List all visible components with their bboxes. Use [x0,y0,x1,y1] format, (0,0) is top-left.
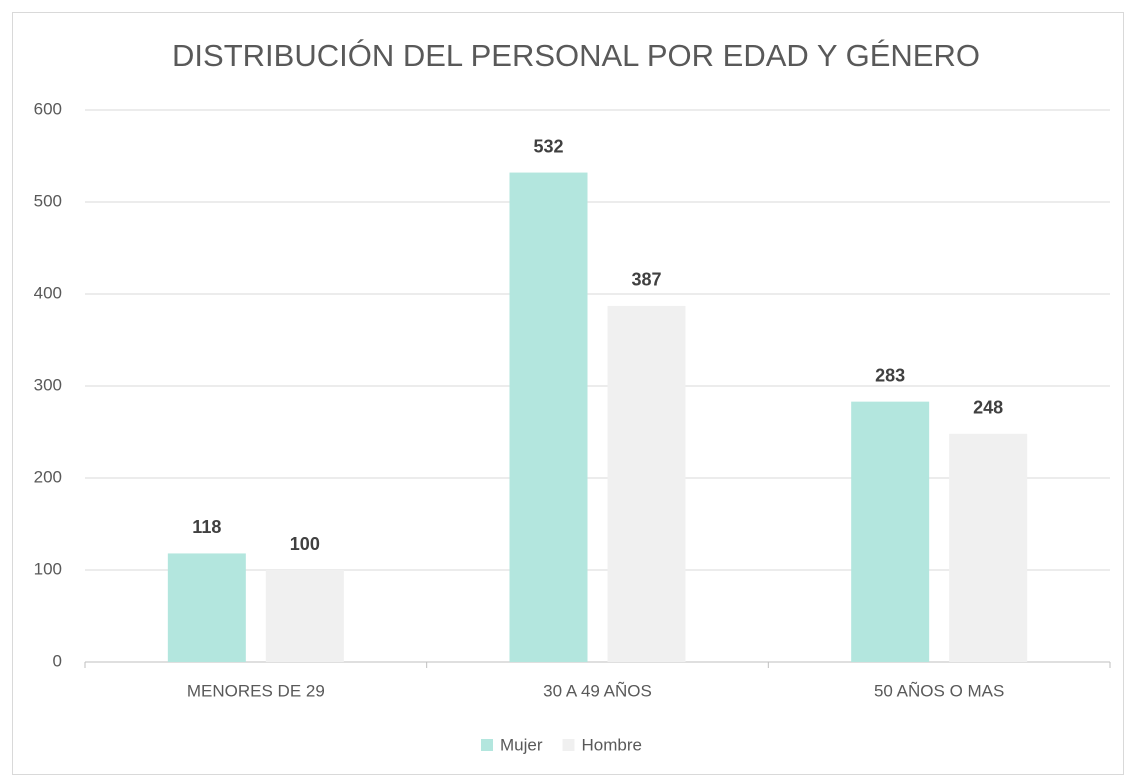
bar [265,570,344,662]
y-tick-label: 200 [34,467,62,486]
value-label: 100 [290,534,320,554]
y-tick-label: 300 [34,375,62,394]
legend-label: Hombre [582,735,642,754]
y-tick-label: 500 [34,191,62,210]
x-tick-label: 30 A 49 AÑOS [543,681,652,700]
value-label: 118 [192,517,221,537]
legend-swatch [481,739,493,751]
y-tick-label: 600 [34,99,62,118]
value-label: 387 [631,270,661,290]
legend-swatch [562,739,575,751]
chart-title: DISTRIBUCIÓN DEL PERSONAL POR EDAD Y GÉN… [172,38,980,73]
x-tick-label: 50 AÑOS O MAS [874,681,1004,700]
y-tick-label: 100 [34,559,62,578]
bar [167,553,246,662]
bar [949,433,1028,662]
x-tick-label: MENORES DE 29 [187,681,325,700]
y-tick-label: 400 [34,283,62,302]
bar [851,401,930,662]
bar [509,172,588,662]
y-tick-label: 0 [53,651,62,670]
legend-label: Mujer [500,735,543,754]
value-label: 248 [973,398,1003,418]
bar [607,305,686,662]
value-label: 283 [875,365,905,385]
value-label: 532 [533,136,563,156]
